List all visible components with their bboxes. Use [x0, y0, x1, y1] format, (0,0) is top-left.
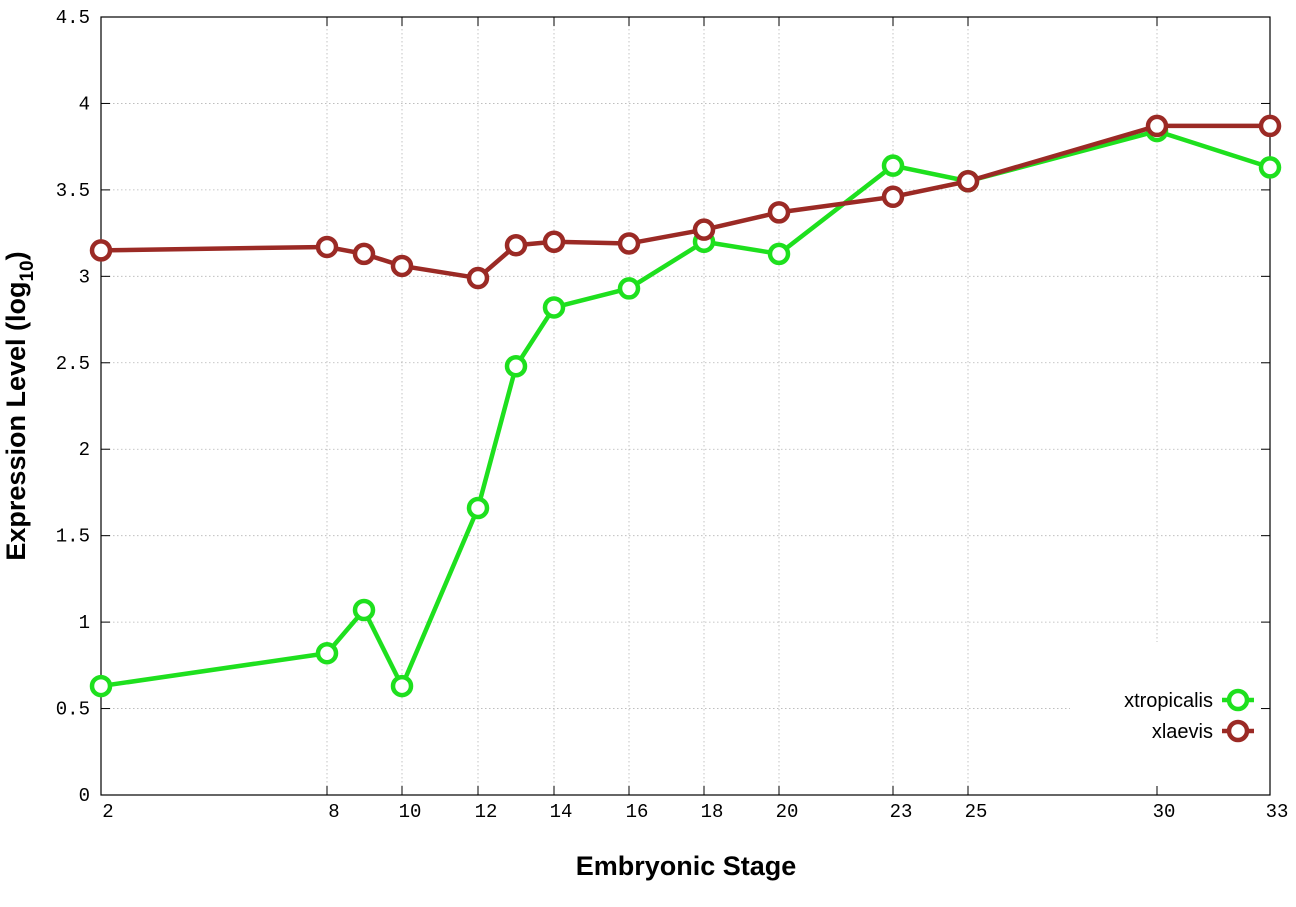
y-axis-tick-labels: 0 0.5 1 1.5 2 2.5 3 3.5 4 4.5 — [56, 7, 90, 807]
x-axis-title: Embryonic Stage — [576, 851, 797, 881]
y-tick-label: 2.5 — [56, 353, 90, 375]
series-xlaevis — [89, 114, 1282, 290]
data-point — [390, 674, 414, 698]
legend-label: xtropicalis — [1124, 690, 1213, 712]
x-tick-label: 20 — [776, 801, 799, 823]
legend-marker — [1226, 688, 1250, 712]
x-tick-label: 33 — [1266, 801, 1289, 823]
data-point — [617, 277, 641, 300]
x-tick-label: 18 — [701, 801, 724, 823]
data-point — [881, 154, 905, 177]
axis-ticks — [100, 16, 1271, 796]
x-axis-tick-labels: 2 8 10 12 14 16 18 20 23 25 30 33 — [102, 801, 1288, 823]
data-point — [89, 239, 113, 262]
x-tick-label: 2 — [102, 801, 113, 823]
data-point — [504, 233, 528, 257]
data-point — [1258, 156, 1282, 179]
y-tick-label: 0 — [79, 785, 90, 807]
y-tick-label: 3.5 — [56, 180, 90, 202]
y-tick-label: 3 — [79, 266, 90, 288]
series-lines — [89, 114, 1282, 698]
legend-label: xlaevis — [1152, 721, 1213, 743]
x-tick-label: 25 — [965, 801, 988, 823]
plot-frame — [100, 16, 1271, 796]
data-point — [542, 296, 566, 319]
legend: xtropicalis xlaevis — [1124, 688, 1254, 743]
y-tick-label: 0.5 — [56, 699, 90, 721]
data-point — [390, 254, 414, 278]
y-tick-label: 1 — [79, 612, 90, 634]
x-tick-label: 16 — [626, 801, 649, 823]
data-point — [352, 242, 376, 266]
data-point — [692, 218, 716, 241]
x-tick-label: 8 — [328, 801, 339, 823]
data-point — [617, 232, 641, 255]
data-point — [315, 641, 339, 665]
data-point — [1145, 114, 1169, 138]
y-tick-label: 2 — [79, 439, 90, 461]
data-point — [542, 230, 566, 254]
data-point — [1258, 114, 1282, 138]
y-tick-label: 4 — [79, 93, 90, 115]
x-tick-label: 23 — [890, 801, 913, 823]
data-point — [956, 169, 980, 193]
data-point — [315, 235, 339, 259]
data-point — [767, 242, 791, 266]
x-tick-label: 12 — [475, 801, 498, 823]
data-point — [466, 496, 490, 520]
data-point — [504, 354, 528, 378]
x-tick-label: 10 — [399, 801, 422, 823]
x-tick-label: 14 — [550, 801, 573, 823]
grid — [101, 17, 1270, 795]
series-line — [100, 128, 1271, 689]
y-tick-label: 1.5 — [56, 526, 90, 548]
data-point — [881, 185, 905, 209]
x-tick-label: 30 — [1153, 801, 1176, 823]
y-tick-label: 4.5 — [56, 7, 90, 29]
data-point — [466, 266, 490, 290]
data-point — [767, 201, 791, 224]
legend-marker — [1226, 719, 1250, 743]
series-xtropicalis — [89, 119, 1282, 698]
data-point — [89, 674, 113, 698]
y-axis-title: Expression Level (log10) — [1, 251, 38, 560]
data-point — [352, 598, 376, 622]
